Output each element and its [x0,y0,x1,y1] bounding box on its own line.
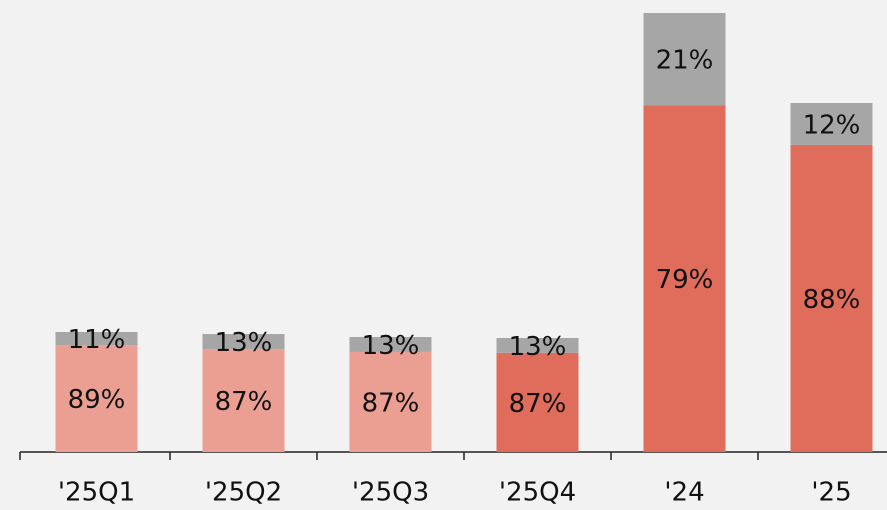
x-tick-label: '25 [811,478,851,508]
value-label: 12% [803,110,861,140]
value-label: 89% [68,385,126,415]
bar-segment [55,345,138,452]
x-tick-label: '25Q3 [352,478,429,508]
bar-segment [643,13,726,106]
x-tick-label: '25Q4 [499,478,576,508]
bar-segment [790,103,873,145]
value-label: 87% [509,389,567,419]
value-label: 21% [656,46,714,76]
bar-segment [643,105,726,452]
bar-segment [496,338,579,353]
bar-segment [55,332,138,346]
value-label: 88% [803,285,861,315]
value-label: 87% [362,388,420,418]
value-label: 13% [215,328,273,358]
bar-segment [349,337,432,352]
value-label: 79% [656,265,714,295]
value-label: 11% [68,325,126,355]
value-label: 13% [509,332,567,362]
bar-segment [202,349,285,452]
x-tick-label: '25Q1 [58,478,135,508]
bar-segment [790,144,873,452]
bar-segment [202,334,285,350]
value-label: 87% [215,387,273,417]
value-label: 13% [362,331,420,361]
bar-segment [496,352,579,452]
bar-segment [349,351,432,452]
x-tick-label: '24 [664,478,704,508]
x-tick-label: '25Q2 [205,478,282,508]
